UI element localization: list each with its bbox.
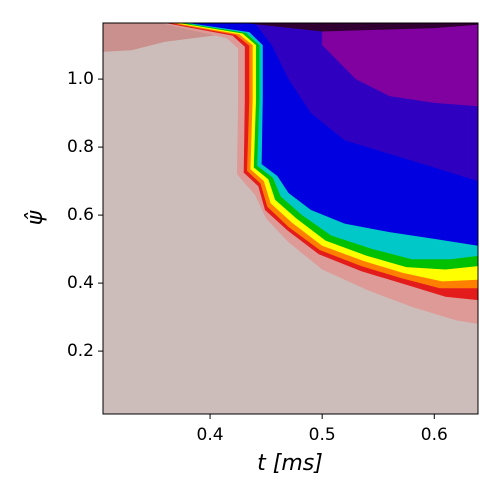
y-tick-label: 0.8 (67, 137, 94, 157)
x-tick-label: 0.5 (309, 425, 336, 445)
y-tick-label: 0.4 (67, 273, 94, 293)
y-tick-label: 0.6 (67, 205, 94, 225)
plot-frame (102, 22, 479, 415)
x-tick-label: 0.4 (197, 425, 224, 445)
y-axis-label: ψ̂ (23, 210, 48, 225)
y-tick-label: 0.2 (67, 341, 94, 361)
x-axis-label: t [ms] (257, 451, 323, 476)
contour-band (322, 23, 478, 107)
plot-area (103, 23, 478, 414)
x-tick-label: 0.6 (421, 425, 448, 445)
contour-band (243, 23, 478, 32)
y-tick-label: 1.0 (67, 69, 94, 89)
